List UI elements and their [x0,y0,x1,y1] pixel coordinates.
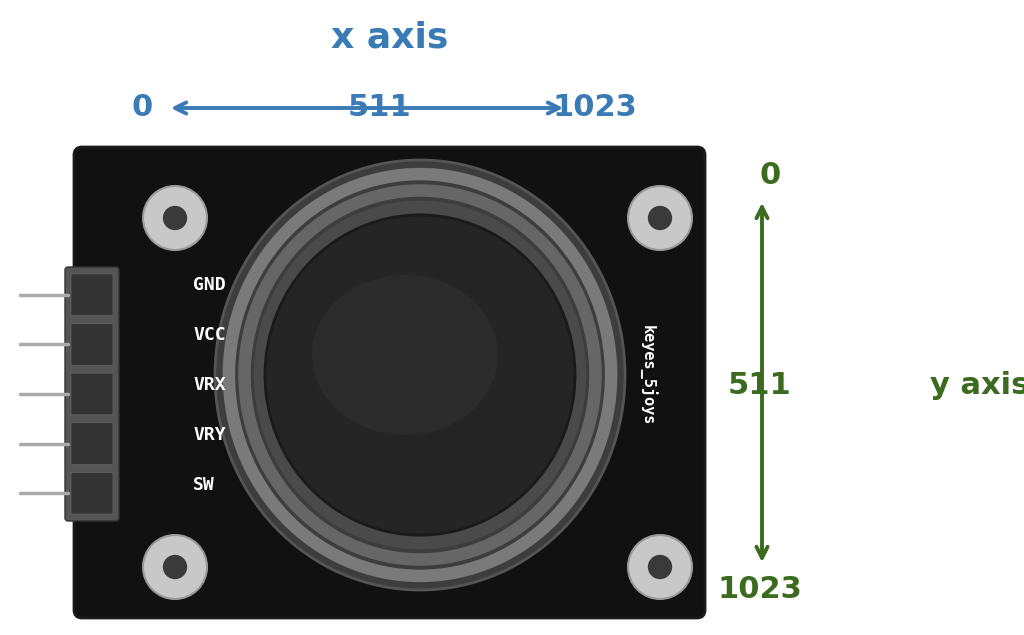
Text: GND: GND [193,276,225,294]
Text: 0: 0 [131,93,153,123]
FancyBboxPatch shape [71,324,113,365]
Text: 1023: 1023 [553,93,637,123]
Text: keyes_5joys: keyes_5joys [639,325,657,425]
FancyBboxPatch shape [74,147,705,618]
Circle shape [163,555,187,579]
Text: y axis: y axis [931,370,1024,399]
Text: SW: SW [193,476,215,494]
Circle shape [143,535,207,599]
Circle shape [628,186,692,250]
Text: 511: 511 [728,370,792,399]
FancyBboxPatch shape [71,274,113,316]
Text: 0: 0 [760,161,780,189]
Text: VCC: VCC [193,326,225,344]
FancyBboxPatch shape [71,373,113,415]
FancyBboxPatch shape [65,267,119,521]
Text: 1023: 1023 [718,575,803,605]
Ellipse shape [215,160,625,590]
Text: VRY: VRY [193,426,225,444]
Circle shape [628,535,692,599]
Ellipse shape [265,215,575,535]
FancyBboxPatch shape [71,423,113,464]
Text: x axis: x axis [332,21,449,55]
Circle shape [163,206,187,230]
FancyBboxPatch shape [71,472,113,514]
Text: 511: 511 [348,93,412,123]
Circle shape [648,206,672,230]
Circle shape [648,555,672,579]
Text: VRX: VRX [193,376,225,394]
Circle shape [143,186,207,250]
Ellipse shape [312,275,498,435]
